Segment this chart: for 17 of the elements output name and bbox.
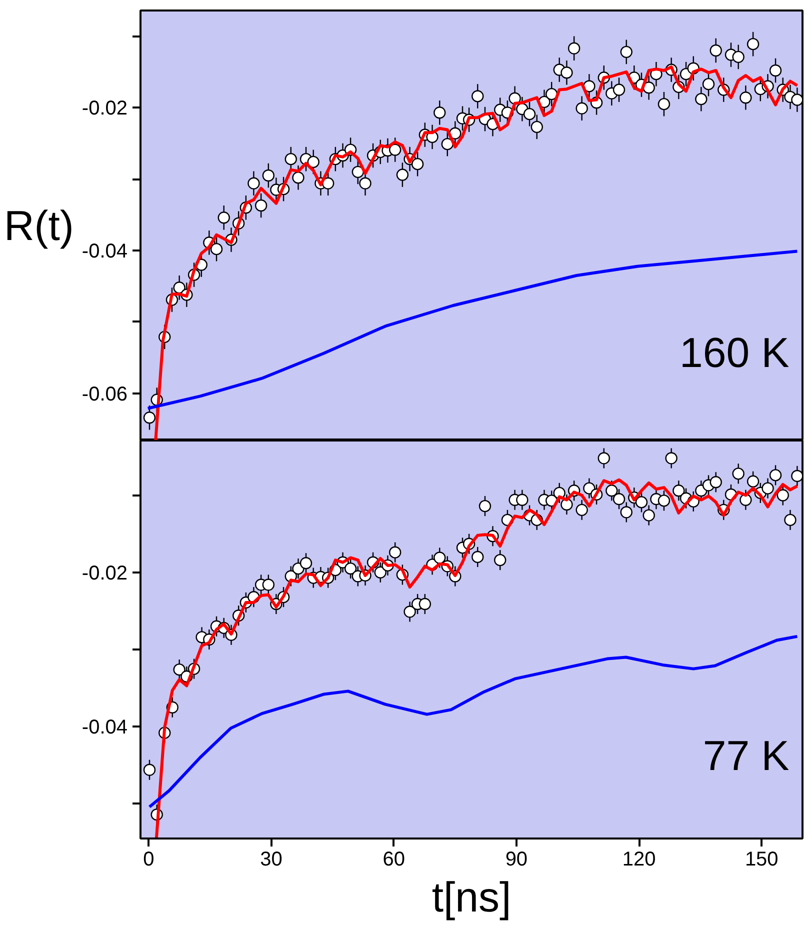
- line-series: [148, 634, 799, 808]
- x-axis-title: t[ns]: [432, 874, 512, 920]
- x-tick-label: 30: [260, 848, 282, 870]
- y-axis-title: R(t): [4, 202, 74, 249]
- annotation: 160 K: [680, 329, 790, 376]
- y-tick-label: -0.04: [82, 716, 128, 739]
- y-tick-label: -0.02: [82, 98, 128, 120]
- x-tick-label: 150: [744, 848, 778, 870]
- y-tick-label: -0.02: [82, 562, 128, 584]
- y-tick-label: -0.04: [82, 240, 128, 262]
- x-tick-label: 60: [382, 848, 405, 870]
- x-tick-label: 120: [622, 848, 656, 870]
- line-series: [146, 250, 799, 410]
- x-tick-label: 0: [143, 848, 154, 870]
- y-tick-label: -0.06: [82, 383, 128, 406]
- x-tick-label: 90: [505, 848, 528, 870]
- annotation: 77 K: [702, 732, 790, 779]
